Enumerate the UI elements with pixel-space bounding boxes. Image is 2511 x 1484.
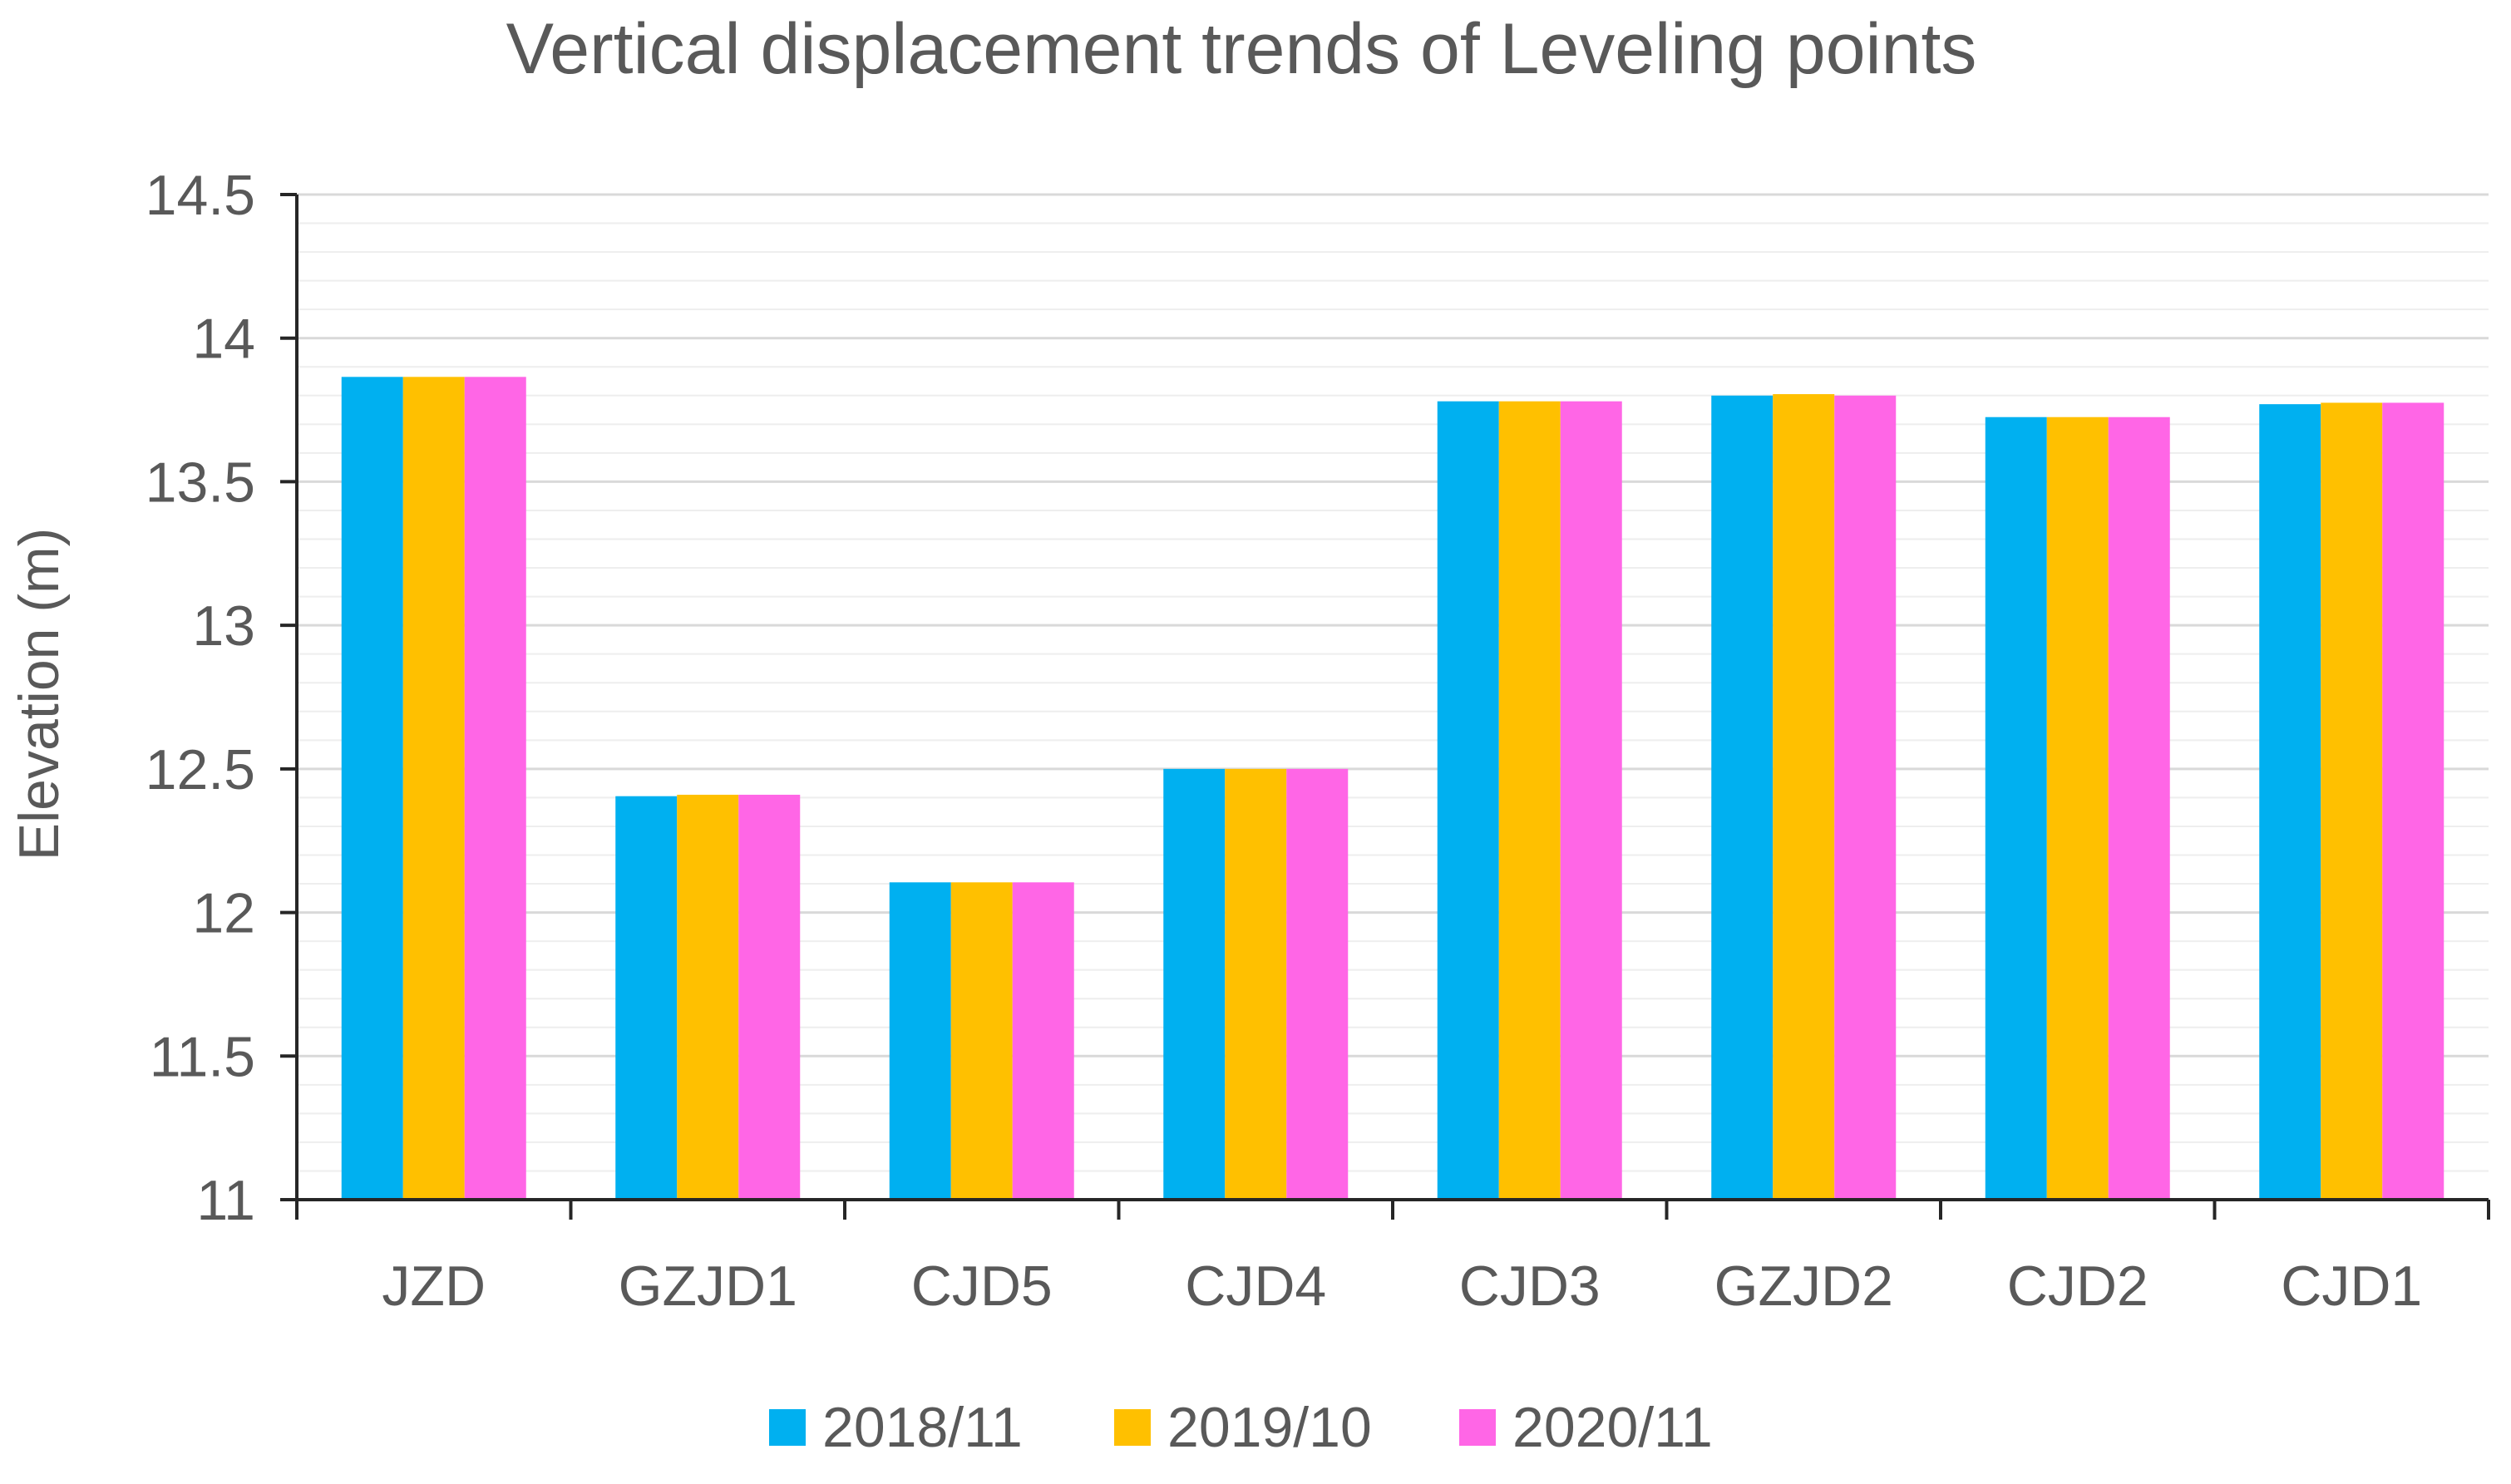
legend-label: 2019/10 [1167, 1396, 1372, 1459]
x-tick-label: GZJD2 [1714, 1255, 1893, 1318]
x-tick-labels: JZD GZJD1 CJD5 CJD4 CJD3 GZJD2 CJD2 CJD1 [382, 1255, 2422, 1318]
y-tick-label: 12.5 [146, 738, 255, 801]
bar-2020-11-cjd3 [1560, 401, 1622, 1200]
bar-2019-10-cjd2 [2046, 417, 2109, 1200]
bar-2019-10-gzjd2 [1773, 394, 1835, 1200]
x-tick-label: JZD [382, 1255, 486, 1318]
x-tick-label: CJD4 [1185, 1255, 1326, 1318]
legend-swatch [1114, 1409, 1151, 1446]
y-tick-label: 13.5 [146, 451, 255, 514]
bar-2018-11-cjd4 [1163, 768, 1226, 1200]
legend-swatch [769, 1409, 806, 1446]
bar-2020-11-jzd [464, 377, 526, 1200]
bar-2018-11-cjd5 [889, 882, 951, 1200]
x-tick-label: CJD3 [1459, 1255, 1601, 1318]
bar-2018-11-cjd3 [1437, 401, 1499, 1200]
bar-2020-11-gzjd2 [1834, 395, 1897, 1200]
y-tick-label: 14 [192, 308, 255, 371]
bar-2019-10-cjd3 [1498, 401, 1561, 1200]
y-tick-label: 12 [192, 882, 255, 945]
y-tick-label: 11 [196, 1169, 255, 1232]
bar-2018-11-cjd1 [2259, 404, 2321, 1201]
bar-2018-11-cjd2 [1985, 417, 2047, 1200]
bar-2019-10-gzjd1 [677, 794, 739, 1200]
y-axis-title: Elevation (m) [7, 528, 71, 861]
x-tick-label: CJD5 [911, 1255, 1053, 1318]
bar-2020-11-cjd4 [1286, 768, 1349, 1200]
y-tick-labels: 11 11.5 12 12.5 13 13.5 14 14.5 [146, 164, 255, 1232]
bar-2020-11-gzjd1 [738, 794, 801, 1200]
legend: 2018/11 2019/10 2020/11 [769, 1396, 1713, 1459]
bar-2020-11-cjd5 [1012, 882, 1074, 1200]
bar-2019-10-jzd [402, 377, 465, 1200]
bar-2019-10-cjd4 [1225, 768, 1287, 1200]
x-tick-label: CJD2 [2007, 1255, 2148, 1318]
bar-2019-10-cjd1 [2321, 402, 2383, 1201]
legend-label: 2020/11 [1512, 1396, 1713, 1459]
x-tick-label: GZJD1 [619, 1255, 797, 1318]
y-tick-label: 13 [192, 594, 255, 658]
bar-2018-11-jzd [341, 377, 403, 1200]
bar-2018-11-gzjd2 [1711, 395, 1773, 1200]
bar-2020-11-cjd1 [2382, 402, 2444, 1201]
chart-title: Vertical displacement trends of Leveling… [506, 9, 1977, 89]
bar-2019-10-cjd5 [950, 882, 1013, 1200]
legend-swatch [1459, 1409, 1496, 1446]
bars [341, 377, 2444, 1201]
y-tick-label: 14.5 [146, 164, 255, 227]
legend-label: 2018/11 [822, 1396, 1023, 1459]
bar-2020-11-cjd2 [2108, 417, 2170, 1200]
x-tick-label: CJD1 [2281, 1255, 2422, 1318]
y-tick-label: 11.5 [150, 1025, 255, 1088]
axes [280, 193, 2490, 1220]
bar-2018-11-gzjd1 [615, 796, 678, 1200]
